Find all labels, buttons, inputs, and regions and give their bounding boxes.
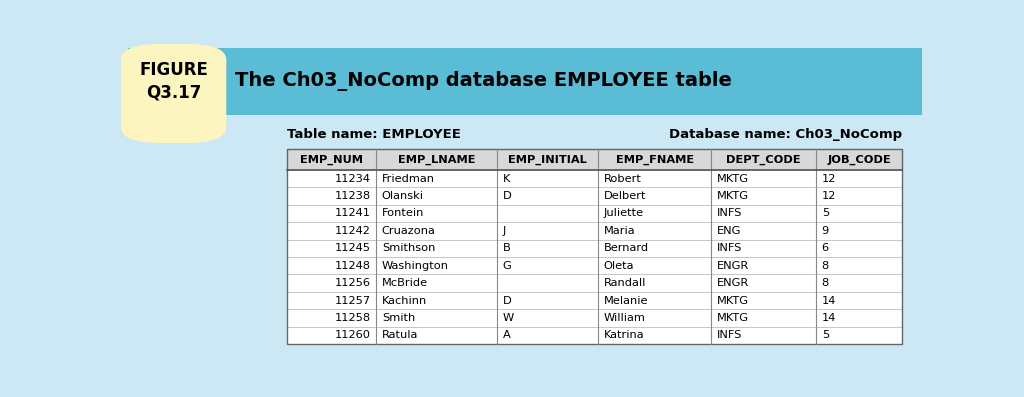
- Text: D: D: [503, 191, 511, 201]
- Bar: [287, 170, 902, 187]
- Text: DEPT_CODE: DEPT_CODE: [726, 154, 801, 165]
- Bar: [287, 274, 902, 292]
- FancyBboxPatch shape: [122, 44, 225, 143]
- Text: J: J: [503, 226, 506, 236]
- Bar: [287, 292, 902, 309]
- Text: 11245: 11245: [335, 243, 371, 253]
- Text: Fontein: Fontein: [382, 208, 424, 218]
- Text: A: A: [503, 330, 510, 341]
- Text: 8: 8: [821, 278, 828, 288]
- Text: 9: 9: [821, 226, 828, 236]
- Text: The Ch03_NoComp database EMPLOYEE table: The Ch03_NoComp database EMPLOYEE table: [236, 71, 732, 91]
- Text: 6: 6: [821, 243, 828, 253]
- Text: Cruazona: Cruazona: [382, 226, 435, 236]
- Text: Smithson: Smithson: [382, 243, 435, 253]
- Bar: [287, 149, 902, 170]
- Text: William: William: [604, 313, 645, 323]
- Text: 14: 14: [821, 313, 836, 323]
- Text: 11260: 11260: [335, 330, 371, 341]
- Text: EMP_INITIAL: EMP_INITIAL: [508, 154, 587, 165]
- Text: JOB_CODE: JOB_CODE: [827, 154, 891, 165]
- Text: McBride: McBride: [382, 278, 428, 288]
- Bar: [287, 205, 902, 222]
- Text: 5: 5: [821, 330, 828, 341]
- Text: 11257: 11257: [335, 296, 371, 306]
- Text: Olanski: Olanski: [382, 191, 424, 201]
- Text: EMP_NUM: EMP_NUM: [300, 154, 362, 165]
- Text: 5: 5: [821, 208, 828, 218]
- Text: INFS: INFS: [717, 330, 742, 341]
- Bar: [287, 149, 902, 344]
- Text: Delbert: Delbert: [604, 191, 646, 201]
- Text: 11256: 11256: [335, 278, 371, 288]
- Bar: [128, 48, 922, 115]
- Text: B: B: [503, 243, 510, 253]
- Bar: [287, 222, 902, 240]
- Text: Washington: Washington: [382, 261, 449, 271]
- Text: Maria: Maria: [604, 226, 635, 236]
- Text: EMP_FNAME: EMP_FNAME: [615, 154, 693, 165]
- Text: MKTG: MKTG: [717, 296, 749, 306]
- Bar: [287, 187, 902, 205]
- Text: INFS: INFS: [717, 208, 742, 218]
- Text: INFS: INFS: [717, 243, 742, 253]
- Text: MKTG: MKTG: [717, 173, 749, 184]
- Text: 11248: 11248: [335, 261, 371, 271]
- Text: 11238: 11238: [335, 191, 371, 201]
- Text: D: D: [503, 296, 511, 306]
- Text: Kachinn: Kachinn: [382, 296, 427, 306]
- Text: Bernard: Bernard: [604, 243, 649, 253]
- Text: 11242: 11242: [335, 226, 371, 236]
- Text: G: G: [503, 261, 511, 271]
- Text: 11234: 11234: [335, 173, 371, 184]
- Text: 8: 8: [821, 261, 828, 271]
- Text: ENGR: ENGR: [717, 261, 749, 271]
- Text: MKTG: MKTG: [717, 313, 749, 323]
- Text: Smith: Smith: [382, 313, 415, 323]
- Text: MKTG: MKTG: [717, 191, 749, 201]
- Text: K: K: [503, 173, 510, 184]
- Text: Oleta: Oleta: [604, 261, 634, 271]
- Bar: [287, 309, 902, 327]
- Text: Katrina: Katrina: [604, 330, 644, 341]
- Bar: [287, 257, 902, 274]
- Text: 14: 14: [821, 296, 836, 306]
- Text: Robert: Robert: [604, 173, 642, 184]
- Text: ENG: ENG: [717, 226, 741, 236]
- Text: Juliette: Juliette: [604, 208, 644, 218]
- Text: 12: 12: [821, 191, 836, 201]
- Text: Melanie: Melanie: [604, 296, 648, 306]
- Bar: [287, 327, 902, 344]
- Text: EMP_LNAME: EMP_LNAME: [398, 154, 475, 165]
- Text: FIGURE
Q3.17: FIGURE Q3.17: [139, 61, 208, 101]
- Text: 11258: 11258: [335, 313, 371, 323]
- Bar: [287, 240, 902, 257]
- Text: Randall: Randall: [604, 278, 646, 288]
- Text: ENGR: ENGR: [717, 278, 749, 288]
- Text: Table name: EMPLOYEE: Table name: EMPLOYEE: [287, 128, 461, 141]
- Text: 12: 12: [821, 173, 836, 184]
- Text: 11241: 11241: [335, 208, 371, 218]
- Text: W: W: [503, 313, 514, 323]
- Text: Friedman: Friedman: [382, 173, 435, 184]
- Text: Ratula: Ratula: [382, 330, 418, 341]
- Text: Database name: Ch03_NoComp: Database name: Ch03_NoComp: [669, 128, 902, 141]
